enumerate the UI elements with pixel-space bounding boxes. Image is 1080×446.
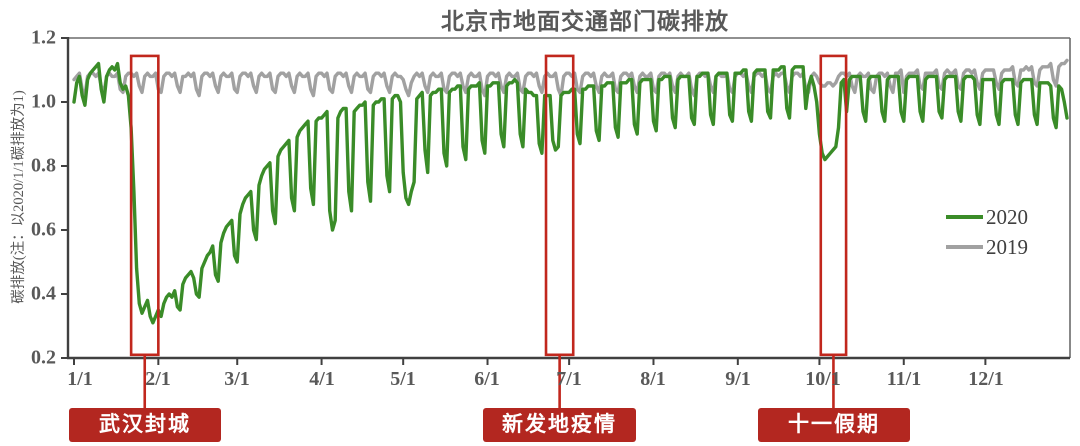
y-tick-label: 0.8 xyxy=(31,154,56,177)
legend-label-2019: 2019 xyxy=(986,234,1028,259)
annotation-label-xinfadi-outbreak: 新发地疫情 xyxy=(483,408,636,442)
x-tick-label: 2/1 xyxy=(145,368,171,390)
y-tick-label: 1.2 xyxy=(31,26,56,49)
annotation-label-wuhan-lockdown: 武汉封城 xyxy=(69,408,221,442)
y-tick-label: 0.2 xyxy=(31,346,56,369)
legend-label-2020: 2020 xyxy=(986,204,1028,229)
x-tick-label: 6/1 xyxy=(474,368,500,390)
x-tick-label: 3/1 xyxy=(224,368,250,390)
y-tick-label: 0.4 xyxy=(31,282,56,305)
series-line-2020 xyxy=(72,61,1069,325)
x-tick-label: 7/1 xyxy=(556,368,582,390)
legend-item-2019: 2019 xyxy=(946,232,1028,262)
x-tick-label: 10/1 xyxy=(805,368,841,390)
chart-title: 北京市地面交通部门碳排放 xyxy=(441,8,729,34)
x-tick-label: 9/1 xyxy=(725,368,751,390)
y-tick-label: 1.0 xyxy=(31,90,56,113)
series-line-2019 xyxy=(72,58,1069,98)
y-tick-label: 0.6 xyxy=(31,218,56,241)
x-tick-label: 4/1 xyxy=(309,368,335,390)
x-tick-label: 11/1 xyxy=(886,368,922,390)
legend-item-2020: 2020 xyxy=(946,202,1028,232)
x-tick-label: 12/1 xyxy=(968,368,1004,390)
annotation-label-national-holiday: 十一假期 xyxy=(758,408,910,442)
x-tick-label: 1/1 xyxy=(67,368,93,390)
x-tick-label: 8/1 xyxy=(640,368,666,390)
legend: 2020 2019 xyxy=(946,202,1028,262)
legend-swatch-2020 xyxy=(946,215,983,219)
annotation-box xyxy=(819,54,848,357)
x-tick-label: 5/1 xyxy=(390,368,416,390)
legend-swatch-2019 xyxy=(946,245,983,249)
